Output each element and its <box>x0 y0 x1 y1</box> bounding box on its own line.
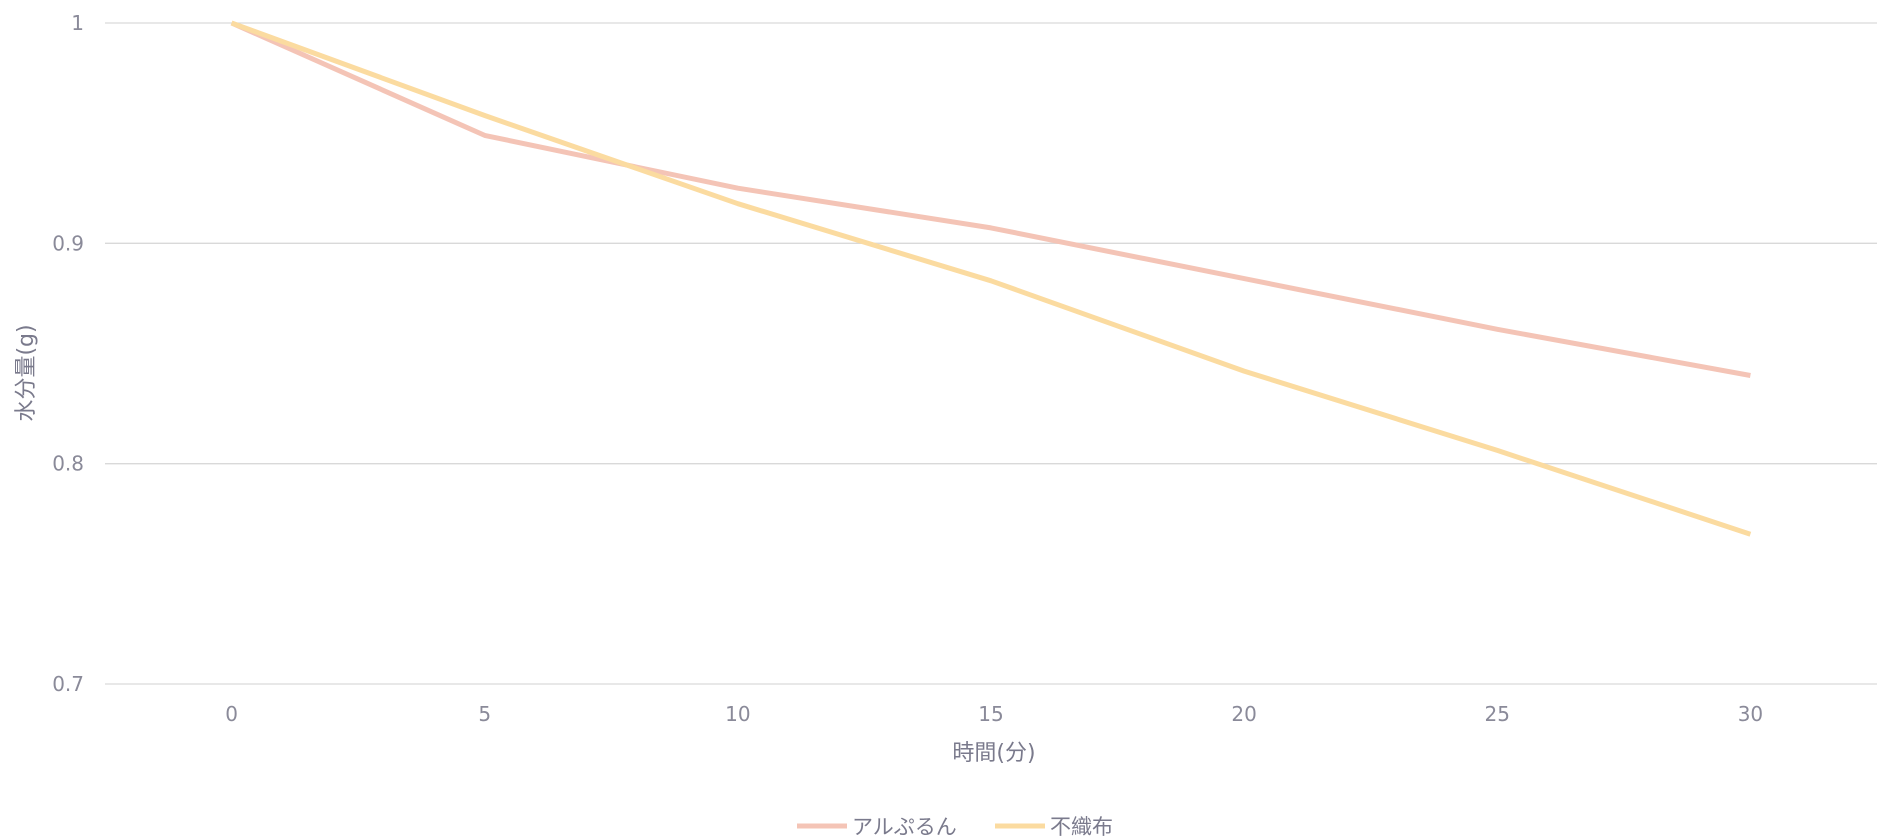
y-tick-label: 0.8 <box>52 452 84 476</box>
legend-label-2: 不織布 <box>1050 815 1113 838</box>
y-axis-title: 水分量(g) <box>14 324 39 421</box>
x-axis-ticks: 0 5 10 15 20 25 30 <box>225 702 1763 726</box>
x-tick-label: 30 <box>1738 702 1763 726</box>
legend-label-1: アルぷるん <box>852 815 957 838</box>
x-axis-title: 時間(分) <box>952 741 1035 766</box>
x-tick-label: 15 <box>978 702 1003 726</box>
series-line-2 <box>230 20 1752 537</box>
x-tick-label: 20 <box>1231 702 1256 726</box>
y-axis-ticks: 1 0.9 0.8 0.7 <box>52 11 84 696</box>
y-tick-label: 1 <box>71 11 84 35</box>
y-tick-label: 0.9 <box>52 231 84 255</box>
gridlines <box>105 22 1877 685</box>
series-line-1 <box>230 20 1751 378</box>
legend: アルぷるん 不織布 <box>797 815 1113 838</box>
x-tick-label: 25 <box>1485 702 1510 726</box>
y-tick-label: 0.7 <box>52 672 84 696</box>
x-tick-label: 10 <box>725 702 750 726</box>
x-tick-label: 0 <box>225 702 238 726</box>
series-lines <box>230 20 1752 537</box>
x-tick-label: 5 <box>478 702 491 726</box>
